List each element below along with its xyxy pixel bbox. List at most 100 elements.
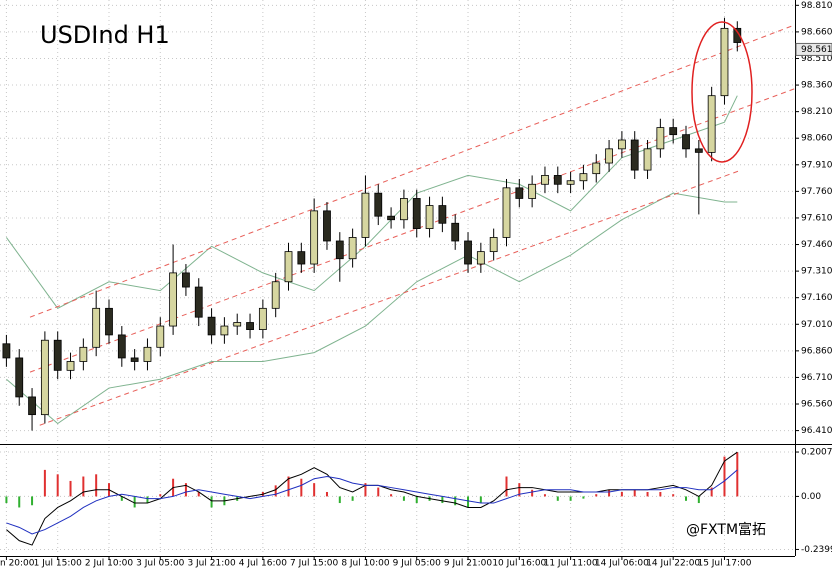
indicator-line [6,469,738,535]
x-tick-label: 9 Jul 21:00 [444,559,493,568]
histogram-bar [287,476,290,497]
y-tick-label: 98.810 [801,1,832,11]
histogram-bar [620,491,623,497]
candle-body [502,187,511,238]
candle-body [348,237,357,260]
candle-body [566,180,575,185]
y-tick-label: 0.20073 [801,448,832,458]
candle-body [246,322,254,330]
candle-body [592,162,601,175]
candle-body [169,272,178,327]
histogram-bar [736,452,739,497]
x-tick-label: 14 Jul 22:00 [646,559,700,568]
y-tick-label: 96.410 [801,426,832,436]
candle-body [156,325,165,348]
candle-body [425,205,434,229]
histogram-bar [351,496,354,501]
candle-body [143,346,152,362]
candle-body [541,175,549,185]
candle-body [464,240,472,265]
histogram-bar [518,483,521,497]
candle-body [489,237,498,253]
histogram-bar [723,456,726,497]
y-tick-label: 97.760 [801,187,832,197]
y-tick-label: 98.060 [801,134,832,144]
histogram-bar [672,494,675,497]
histogram-bar [197,491,200,497]
candle-body [271,281,280,309]
histogram-bar [313,483,316,497]
candle-body [707,95,716,153]
candle-body [579,173,588,182]
y-tick-label: 96.710 [801,373,832,383]
candle-body [476,251,485,265]
histogram-bar [159,494,162,497]
x-tick-label: 7 Jul 15:00 [290,559,339,568]
x-tick-label: 14 Jul 06:00 [595,559,649,568]
candle-body [605,148,613,164]
histogram-bar [338,496,341,504]
y-tick-label: 97.910 [801,160,832,170]
candle-body [28,396,36,416]
candle-body [515,187,524,199]
histogram-bar [325,491,328,497]
candle-body [310,210,319,265]
y-tick-label: 97.610 [801,213,832,223]
candle-body [15,357,24,398]
candle-body [182,272,190,288]
candle-body [553,175,562,185]
candle-body [643,148,652,171]
histogram-bar [120,496,123,501]
histogram-bar [659,491,662,497]
candle-body [79,346,88,362]
candle-body [2,343,11,359]
histogram-bar [56,474,59,497]
candle-body [323,210,331,242]
candle-body [297,251,306,265]
histogram-bar [710,487,713,497]
y-tick-label: 96.860 [801,346,832,356]
histogram-bar [69,480,72,497]
histogram-bar [646,491,649,497]
histogram-bar [5,496,8,504]
histogram-bar [582,496,585,499]
histogram-bar [300,478,303,497]
y-tick-label: 98.360 [801,81,832,91]
candle-body [630,139,639,171]
y-tick-label: 98.660 [801,27,832,37]
histogram-bar [43,469,46,497]
x-tick-label: 1 Jul 15:00 [34,559,83,568]
histogram-bar [697,496,700,504]
y-tick-label: 97.310 [801,267,832,277]
candle-body [207,316,216,336]
candle-body [233,322,242,327]
x-tick-label: n 20:00 [0,559,35,568]
histogram-bar [467,496,470,508]
histogram-bar [184,483,187,497]
histogram-bar [377,487,380,497]
candle-body [617,139,626,150]
channel-line [39,169,742,426]
candle-body [130,357,139,362]
histogram-bar [454,496,457,506]
candle-body [258,307,267,330]
y-tick-label: 98.210 [801,107,832,117]
candle-body [92,307,101,348]
candle-body [682,134,690,150]
candle-body [669,127,678,136]
y-tick-label: 0.00 [801,492,821,502]
channel-line [29,88,796,373]
candle-body [400,198,408,221]
candle-body [335,240,344,260]
x-tick-label: 3 Jul 05:00 [136,559,185,568]
candle-body [284,251,293,283]
candle-body [374,192,383,217]
histogram-bar [531,489,534,497]
candle-body [361,192,370,238]
y-tick-label: 97.160 [801,293,832,303]
histogram-bar [633,489,636,497]
x-tick-label: 11 Jul 11:00 [544,559,598,568]
